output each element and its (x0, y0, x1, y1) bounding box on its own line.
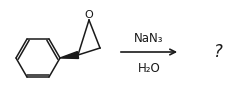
Text: NaN₃: NaN₃ (134, 31, 164, 45)
Text: H₂O: H₂O (138, 62, 160, 74)
Polygon shape (60, 52, 79, 58)
Text: ?: ? (214, 43, 223, 61)
Text: O: O (85, 10, 93, 20)
